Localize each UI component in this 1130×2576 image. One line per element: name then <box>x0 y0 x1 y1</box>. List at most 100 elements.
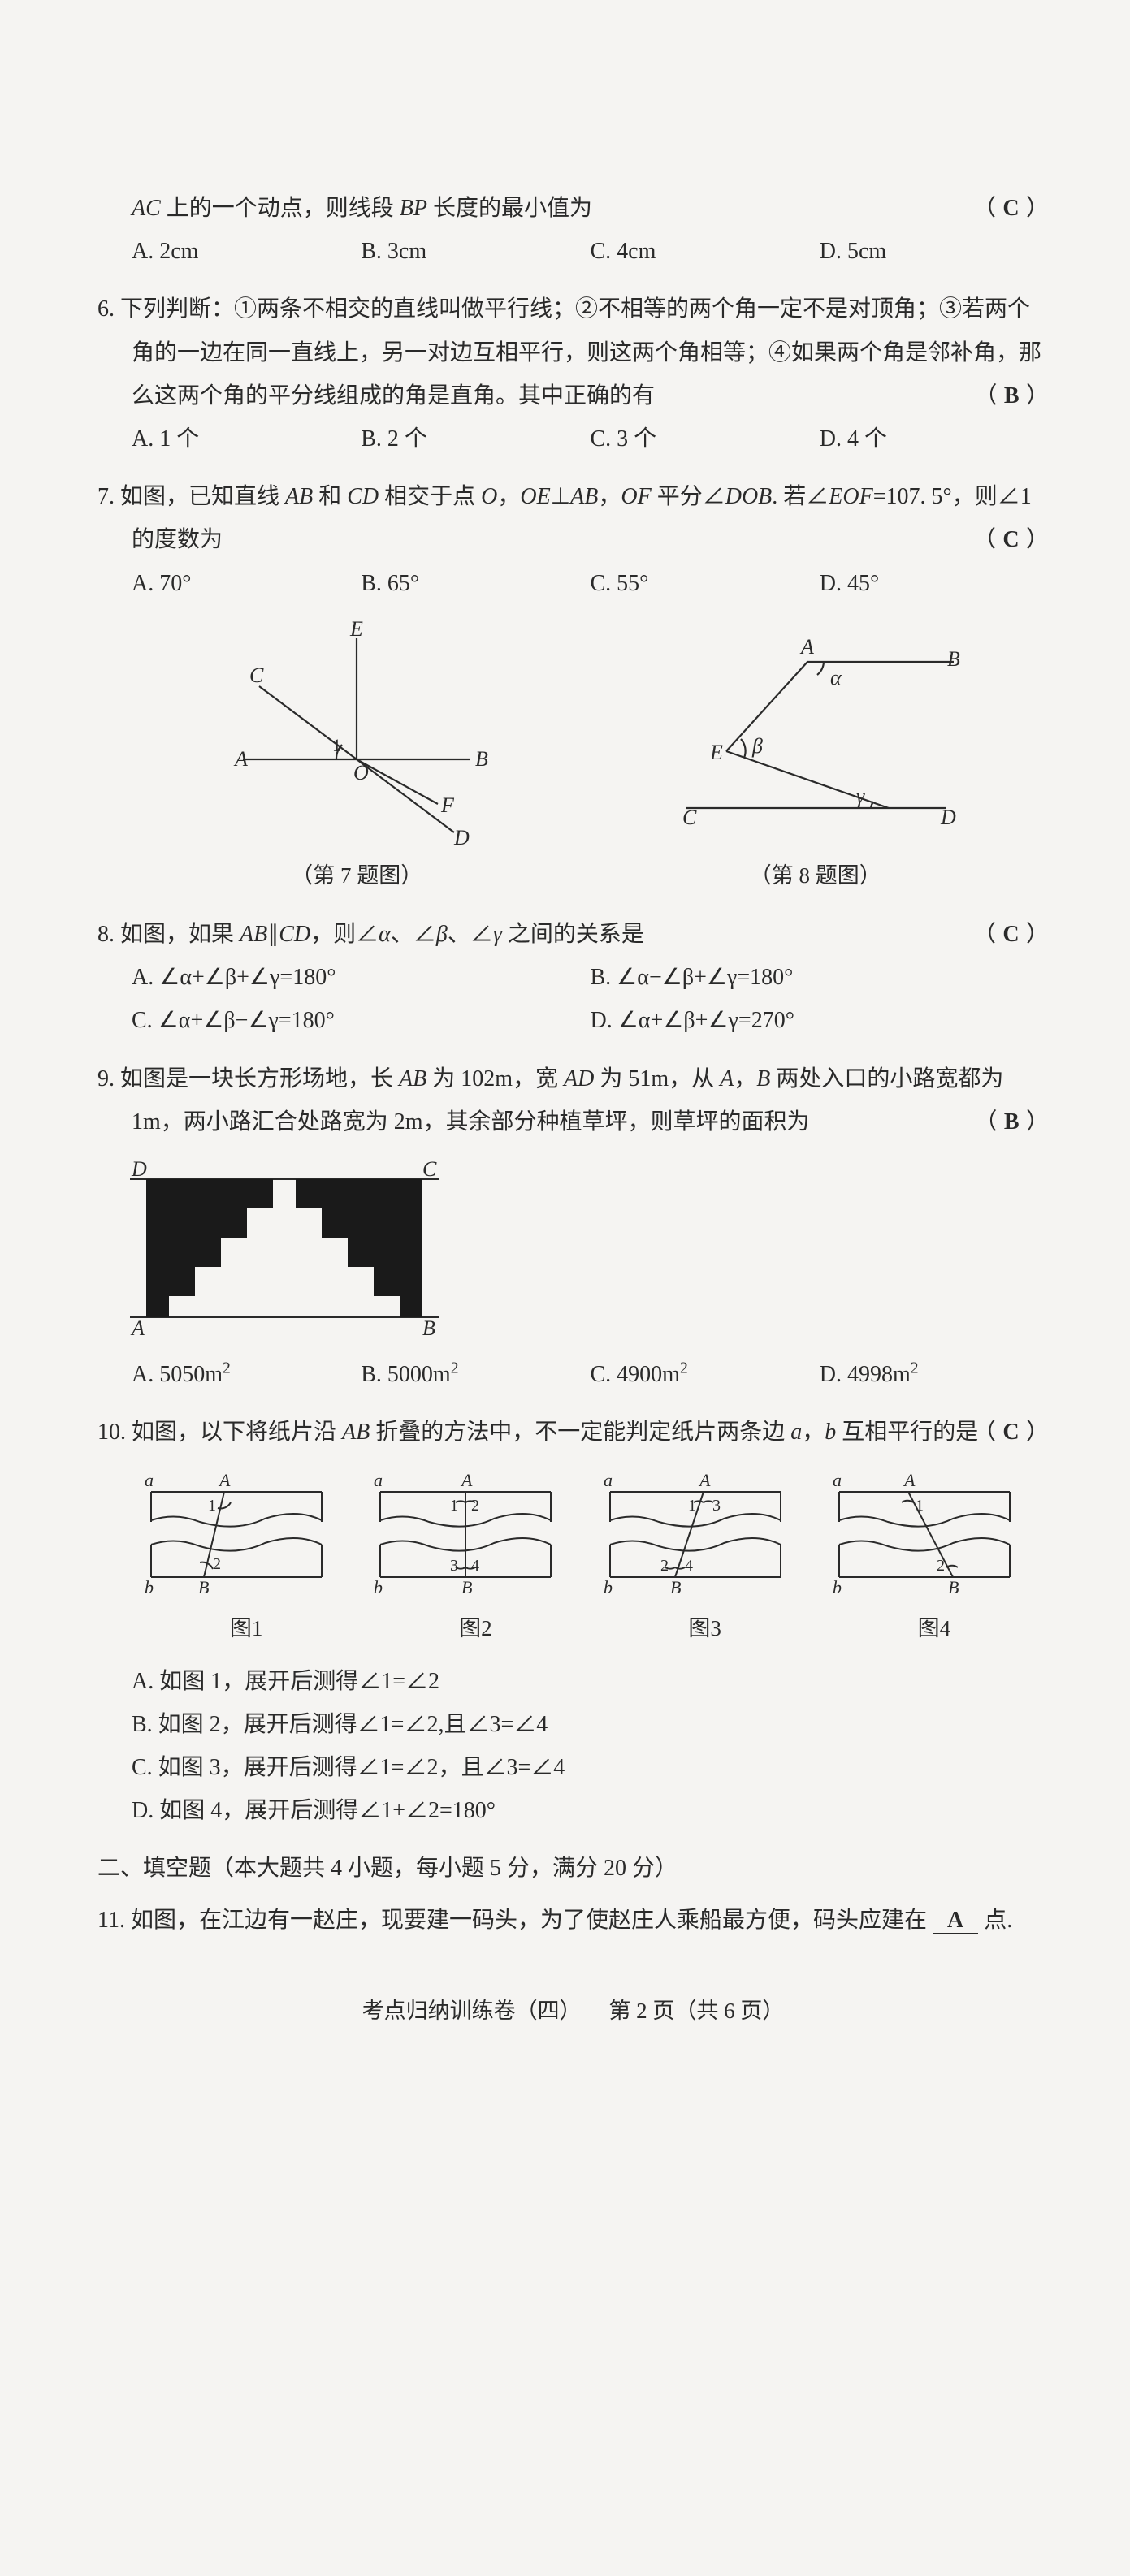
q8-answer-bracket: （C） <box>1007 913 1049 956</box>
fig7-label-E: E <box>349 621 363 641</box>
q9-opt-a: A. 5050m2 <box>132 1353 361 1396</box>
q5-options: A. 2cm B. 3cm C. 4cm D. 5cm <box>97 230 1049 273</box>
figure-9: D C A B <box>97 1155 1049 1342</box>
figure-10-3-caption: 图3 <box>594 1608 816 1649</box>
fig10-2-n3: 3 <box>450 1557 458 1575</box>
q7-number: 7. <box>97 484 115 509</box>
q9-answer-bracket: （B） <box>1009 1100 1050 1143</box>
q5-opt-b: B. 3cm <box>361 230 590 273</box>
q11-stem-after: 点. <box>984 1908 1012 1933</box>
q6-opt-b: B. 2 个 <box>361 417 590 460</box>
fig9-label-B: B <box>422 1316 435 1340</box>
fig10-4-a: a <box>833 1470 842 1490</box>
fig7-label-1: 1 <box>332 735 341 755</box>
figure-10-1-caption: 图1 <box>135 1608 357 1649</box>
fig10-3-n1: 1 <box>688 1497 696 1515</box>
fig8-label-alpha: α <box>830 666 842 689</box>
q5-opt-d: D. 5cm <box>820 230 1049 273</box>
q6-answer: B <box>1004 383 1020 408</box>
fig10-1-A: A <box>218 1470 231 1490</box>
fig10-3-n3: 3 <box>712 1497 721 1515</box>
q6-options: A. 1 个 B. 2 个 C. 3 个 D. 4 个 <box>97 417 1049 460</box>
fig10-1-b: b <box>145 1577 154 1597</box>
q9-opt-b: B. 5000m2 <box>361 1353 590 1396</box>
q7-q8-figures: A B C D E F O 1 （第 7 题图） <box>97 621 1049 897</box>
q8-number: 8. <box>97 922 115 947</box>
q7-opt-d: D. 45° <box>820 562 1049 605</box>
q9-number: 9. <box>97 1066 115 1091</box>
fig9-label-C: C <box>422 1157 437 1181</box>
q7-answer-bracket: （C） <box>1007 518 1049 561</box>
page-footer: 考点归纳训练卷（四） 第 2 页（共 6 页） <box>97 1990 1049 2032</box>
question-7: 7. 如图，已知直线 AB 和 CD 相交于点 O，OE⊥AB，OF 平分∠DO… <box>97 475 1049 897</box>
question-10: 10. 如图，以下将纸片沿 AB 折叠的方法中，不一定能判定纸片两条边 a，b … <box>97 1411 1049 1832</box>
q10-figures: a b A B 1 2 图1 <box>97 1463 1049 1649</box>
q8-options-row2: C. ∠α+∠β−∠γ=180° D. ∠α+∠β+∠γ=270° <box>97 999 1049 1042</box>
fig10-4-n1: 1 <box>916 1497 924 1515</box>
q8-opt-a: A. ∠α+∠β+∠γ=180° <box>132 956 591 999</box>
q9-stem: 9. 如图是一块长方形场地，长 AB 为 102m，宽 AD 为 51m，从 A… <box>97 1057 1049 1143</box>
q10-opt-d: D. 如图 4，展开后测得∠1+∠2=180° <box>132 1789 1049 1832</box>
q5-stem-line: （C） AC 上的一个动点，则线段 BP 长度的最小值为 <box>97 187 1049 230</box>
figure-8: A B C D E α β γ （第 8 题图） <box>661 621 970 897</box>
q7-options: A. 70° B. 65° C. 55° D. 45° <box>97 562 1049 605</box>
q5-answer-bracket: （C） <box>973 187 1049 230</box>
figure-10-1: a b A B 1 2 图1 <box>135 1463 357 1649</box>
fig10-3-n4: 4 <box>685 1557 693 1575</box>
q7-stem: 7. 如图，已知直线 AB 和 CD 相交于点 O，OE⊥AB，OF 平分∠DO… <box>97 475 1049 561</box>
fig7-label-D: D <box>453 826 470 849</box>
section-2-header: 二、填空题（本大题共 4 小题，每小题 5 分，满分 20 分） <box>97 1847 1049 1890</box>
q6-number: 6. <box>97 296 115 322</box>
fig10-2-n2: 2 <box>471 1497 479 1515</box>
q10-answer-bracket: （C） <box>1007 1411 1049 1454</box>
fig9-label-D: D <box>131 1157 147 1181</box>
q8-opt-c: C. ∠α+∠β−∠γ=180° <box>132 999 591 1042</box>
fig10-3-n2: 2 <box>660 1557 669 1575</box>
fig8-label-gamma: γ <box>856 784 865 808</box>
fig8-label-beta: β <box>751 734 763 758</box>
fig9-label-A: A <box>130 1316 145 1340</box>
question-11: 11. 如图，在江边有一赵庄，现要建一码头，为了使赵庄人乘船最方便，码头应建在 … <box>97 1899 1049 1942</box>
q6-answer-bracket: （B） <box>1009 374 1050 417</box>
q5-opt-c: C. 4cm <box>591 230 820 273</box>
figure-8-svg: A B C D E α β γ <box>661 621 970 849</box>
fig10-4-B: B <box>948 1577 959 1597</box>
q10-answer: C <box>1002 1420 1019 1445</box>
figure-7-svg: A B C D E F O 1 <box>210 621 503 849</box>
fig7-label-O: O <box>353 761 369 784</box>
fig10-3-A: A <box>698 1470 711 1490</box>
q7-answer: C <box>1002 527 1019 552</box>
fig10-2-n4: 4 <box>471 1557 479 1575</box>
fig7-label-F: F <box>440 793 455 817</box>
fig10-2-A: A <box>460 1470 473 1490</box>
q10-opt-b: B. 如图 2，展开后测得∠1=∠2,且∠3=∠4 <box>132 1703 1049 1746</box>
figure-10-1-svg: a b A B 1 2 <box>135 1463 338 1601</box>
q11-number: 11. <box>97 1908 125 1933</box>
fig10-3-b: b <box>604 1577 613 1597</box>
fig10-1-n2: 2 <box>213 1555 221 1573</box>
fig10-3-a: a <box>604 1470 613 1490</box>
fig10-4-b: b <box>833 1577 842 1597</box>
q9-options: A. 5050m2 B. 5000m2 C. 4900m2 D. 4998m2 <box>97 1353 1049 1396</box>
figure-8-caption: （第 8 题图） <box>661 855 970 897</box>
figure-10-2: a b A B 1 2 3 4 图2 <box>364 1463 587 1649</box>
q10-stem: 10. 如图，以下将纸片沿 AB 折叠的方法中，不一定能判定纸片两条边 a，b … <box>97 1411 1049 1454</box>
q6-stem: 6. 下列判断：①两条不相交的直线叫做平行线；②不相等的两个角一定不是对顶角；③… <box>97 287 1049 417</box>
q9-answer: B <box>1004 1109 1020 1135</box>
fig8-label-B: B <box>947 647 960 671</box>
q11-stem: 11. 如图，在江边有一赵庄，现要建一码头，为了使赵庄人乘船最方便，码头应建在 … <box>97 1899 1049 1942</box>
q10-number: 10. <box>97 1420 126 1445</box>
q7-opt-b: B. 65° <box>361 562 590 605</box>
question-6: 6. 下列判断：①两条不相交的直线叫做平行线；②不相等的两个角一定不是对顶角；③… <box>97 287 1049 460</box>
q6-opt-c: C. 3 个 <box>591 417 820 460</box>
question-5-partial: （C） AC 上的一个动点，则线段 BP 长度的最小值为 A. 2cm B. 3… <box>97 187 1049 273</box>
q8-opt-b: B. ∠α−∠β+∠γ=180° <box>591 956 1050 999</box>
q8-options-row1: A. ∠α+∠β+∠γ=180° B. ∠α−∠β+∠γ=180° <box>97 956 1049 999</box>
fig10-1-a: a <box>145 1470 154 1490</box>
fig10-3-B: B <box>670 1577 681 1597</box>
fig8-label-D: D <box>940 806 956 829</box>
q7-opt-c: C. 55° <box>591 562 820 605</box>
footer-left: 考点归纳训练卷（四） <box>362 1999 582 2023</box>
q8-answer: C <box>1002 922 1019 947</box>
question-8: 8. 如图，如果 AB∥CD，则∠α、∠β、∠γ 之间的关系是 （C） A. ∠… <box>97 913 1049 1043</box>
